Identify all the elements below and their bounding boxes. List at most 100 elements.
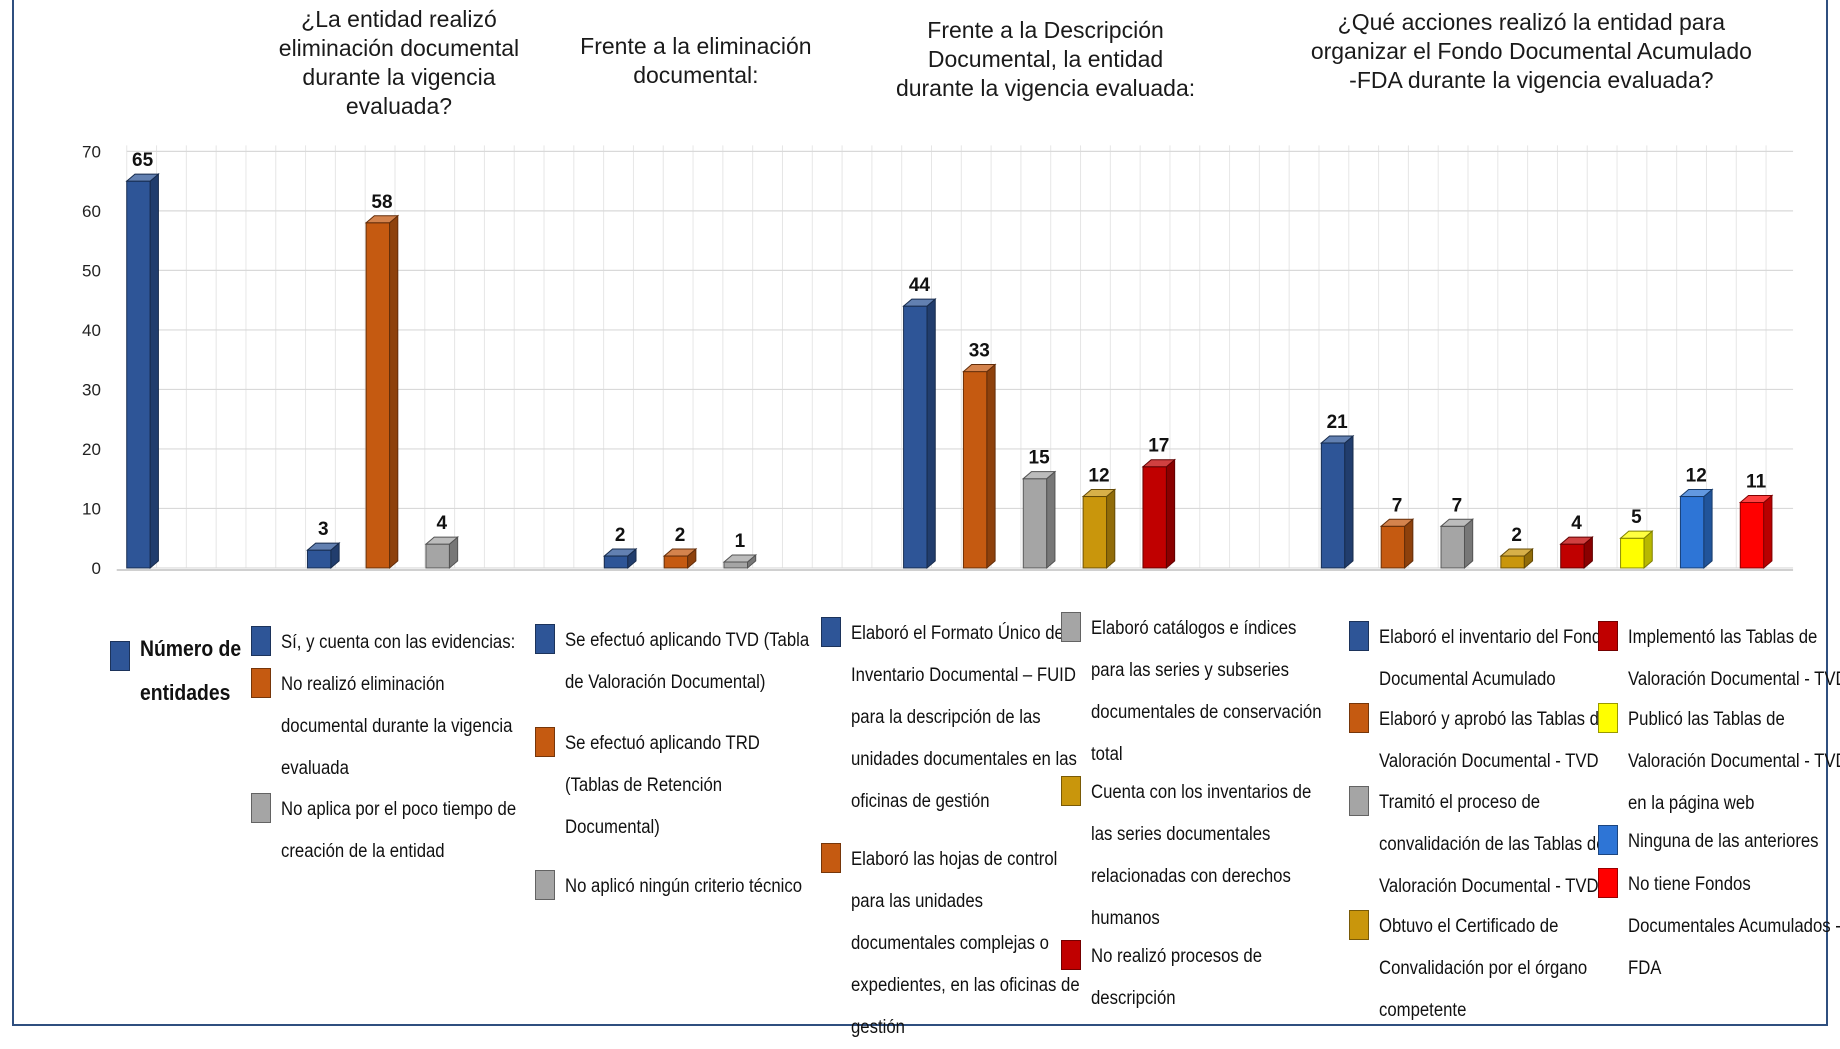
group-title: ¿Qué acciones realizó la entidad para or…	[1310, 9, 1752, 94]
legend-swatch	[110, 640, 131, 671]
data-label: 15	[1029, 448, 1051, 469]
legend-item: No aplicó ningún criterio técnico	[535, 866, 845, 908]
bar-top	[1679, 489, 1714, 498]
bar-front	[1739, 501, 1765, 569]
group-title: ¿La entidad realizó eliminación document…	[278, 5, 520, 119]
data-label: 2	[675, 525, 686, 546]
bar: 33	[962, 341, 997, 570]
bar-side	[1703, 488, 1713, 570]
y-tick-label: 30	[82, 380, 101, 399]
group-title: Frente a la Descripción Documental, la e…	[895, 17, 1196, 102]
legend-label: Elaboró el Formato Único de Inventario D…	[851, 622, 1078, 812]
bar: 12	[1081, 466, 1117, 570]
bar: 2	[602, 525, 638, 570]
bar-top	[1738, 494, 1774, 503]
group-title: Frente a la eliminación documental:	[580, 32, 812, 88]
legend-swatch	[1598, 703, 1619, 734]
legend-swatch	[535, 726, 556, 757]
bar-top	[306, 542, 341, 551]
bar-front	[903, 305, 928, 569]
legend-item: Elaboró el inventario del Fondo Document…	[1349, 617, 1646, 701]
legend-item: Tramitó el proceso de convalidación de l…	[1349, 782, 1646, 908]
legend-item: Elaboró el Formato Único de Inventario D…	[821, 613, 1118, 823]
legend-swatch	[1060, 776, 1081, 807]
bar: 1	[722, 531, 758, 570]
bar: 2	[1499, 525, 1534, 570]
data-label: 44	[909, 275, 931, 296]
bar-side	[1106, 488, 1116, 570]
legend-swatch	[535, 623, 556, 654]
legend-label: Se efectuó aplicando TVD (Tabla de Valor…	[565, 629, 810, 693]
y-tick-label: 60	[82, 202, 101, 221]
legend-item: Se efectuó aplicando TRD (Tablas de Rete…	[535, 723, 845, 849]
legend-label: Elaboró el inventario del Fondo Document…	[1379, 627, 1611, 691]
bar-front	[1679, 496, 1705, 569]
legend-item: Elaboró catálogos e índices para las ser…	[1060, 608, 1358, 776]
legend-label: Elaboró las hojas de control para las un…	[851, 849, 1081, 1039]
bar-top	[1319, 435, 1355, 444]
data-label: 3	[318, 519, 329, 540]
bar-side	[1165, 458, 1176, 570]
data-label: 7	[1392, 495, 1403, 516]
legend-swatch	[1598, 825, 1619, 856]
bar-top	[364, 215, 400, 224]
legend-label: Elaboró y aprobó las Tablas de Valoració…	[1379, 709, 1609, 773]
bar-front	[365, 222, 391, 569]
bar-side	[1404, 518, 1414, 570]
bar-front	[306, 549, 332, 569]
bar-top	[902, 298, 937, 307]
data-label: 33	[969, 341, 990, 362]
bar-front	[603, 555, 629, 569]
legend-item: Cuenta con los inventarios de las series…	[1060, 772, 1358, 940]
legend-item: No aplica por el poco tiempo de creación…	[251, 789, 561, 873]
bar-top	[1021, 471, 1057, 480]
bar-top	[1559, 536, 1594, 545]
data-label: 12	[1088, 466, 1109, 487]
bar-front	[126, 180, 151, 569]
bar-side	[1046, 470, 1056, 570]
legend-label: Implementó las Tablas de Valoración Docu…	[1628, 627, 1840, 691]
bar: 15	[1021, 448, 1057, 570]
legend-label: Sí, y cuenta con las evidencias:	[281, 631, 516, 653]
bar: 4	[424, 513, 460, 570]
bar: 7	[1379, 495, 1415, 570]
bar: 12	[1679, 466, 1714, 570]
legend-label: No realizó procesos de descripción	[1090, 946, 1262, 1010]
bar: 58	[364, 192, 400, 570]
legend-label: No aplica por el poco tiempo de creación…	[281, 798, 517, 862]
bar-top	[722, 554, 758, 563]
bar: 5	[1619, 507, 1654, 570]
legend-item: No realizó eliminación documental durant…	[251, 664, 561, 790]
bar-front	[1082, 496, 1108, 569]
bar-top	[602, 548, 638, 557]
legend-label: No tiene Fondos Documentales Acumulados …	[1628, 873, 1840, 979]
legend-item: Elaboró y aprobó las Tablas de Valoració…	[1349, 699, 1646, 783]
bar: 44	[902, 275, 937, 570]
legend-item: No realizó procesos de descripción	[1060, 936, 1358, 1020]
legend-label: Número de entidades	[140, 635, 242, 705]
bar-top	[962, 364, 997, 373]
legend-item: Número de entidades	[110, 627, 273, 715]
legend-swatch	[1349, 785, 1370, 816]
bar-side	[1763, 494, 1773, 570]
bar-top	[1619, 530, 1654, 539]
legend-label: Cuenta con los inventarios de las series…	[1090, 782, 1312, 930]
bar-front	[1500, 555, 1525, 569]
legend-swatch	[1349, 909, 1370, 940]
legend-swatch	[1060, 940, 1081, 971]
bar-front	[663, 555, 689, 569]
bar-top	[1081, 489, 1117, 498]
data-label: 17	[1148, 436, 1169, 457]
bar-top	[1141, 459, 1176, 468]
data-label: 4	[437, 513, 448, 534]
bar-top	[1439, 518, 1475, 527]
y-tick-label: 50	[82, 261, 101, 280]
data-label: 12	[1686, 466, 1707, 487]
y-tick-label: 20	[82, 440, 101, 459]
legend-label: No aplicó ningún criterio técnico	[565, 876, 803, 898]
legend-swatch	[251, 625, 272, 656]
y-tick-label: 70	[82, 142, 101, 161]
data-label: 2	[615, 525, 626, 546]
bar-front	[1380, 525, 1406, 569]
